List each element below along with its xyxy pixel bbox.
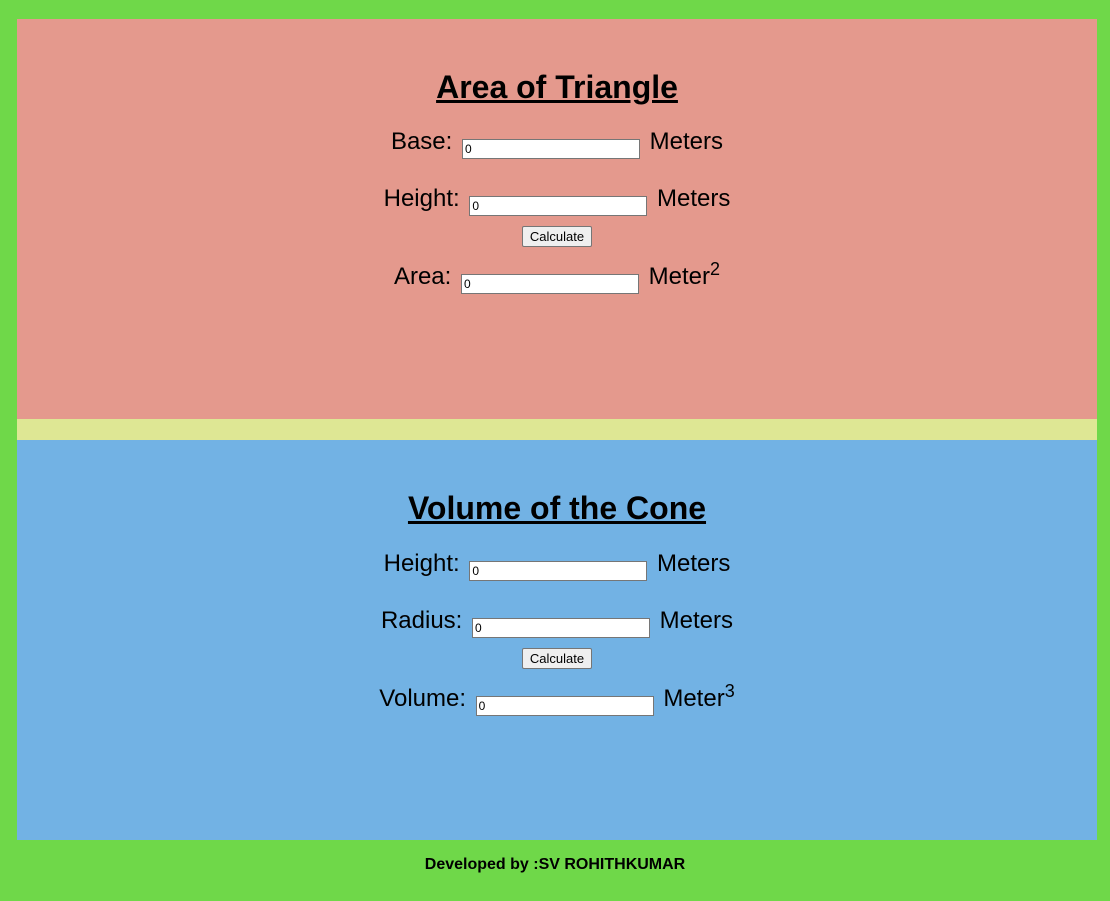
cone-height-unit: Meters — [657, 550, 731, 577]
area-output[interactable] — [461, 274, 639, 294]
cone-height-label: Height: — [383, 550, 460, 577]
volume-label: Volume: — [379, 685, 466, 712]
cone-title: Volume of the Cone — [407, 490, 707, 526]
triangle-calculate-row: Calculate — [17, 226, 1097, 247]
base-input[interactable] — [462, 139, 640, 159]
radius-row: Radius: Meters — [17, 609, 1097, 638]
area-label: Area: — [393, 263, 452, 290]
triangle-height-unit: Meters — [657, 185, 731, 212]
cone-calculate-row: Calculate — [17, 648, 1097, 669]
triangle-height-label: Height: — [383, 185, 460, 212]
cone-calculate-button[interactable]: Calculate — [521, 648, 593, 669]
cone-volume-panel: Volume of the Cone Height: Meters Radius… — [17, 440, 1097, 840]
base-row: Base: Meters — [17, 130, 1097, 159]
radius-input[interactable] — [472, 618, 650, 638]
area-row: Area: Meter2 — [17, 260, 1097, 294]
area-unit-exponent: 2 — [710, 259, 721, 279]
volume-unit: Meter3 — [663, 682, 734, 712]
volume-row: Volume: Meter3 — [17, 682, 1097, 716]
volume-unit-exponent: 3 — [724, 681, 735, 701]
area-unit-text: Meter — [648, 263, 711, 290]
triangle-height-row: Height: Meters — [17, 187, 1097, 216]
cone-height-input[interactable] — [469, 561, 648, 581]
footer-credit: Developed by :SV ROHITHKUMAR — [424, 856, 686, 873]
radius-unit: Meters — [659, 607, 734, 634]
volume-output[interactable] — [475, 696, 654, 716]
radius-label: Radius: — [380, 607, 463, 634]
cone-height-row: Height: Meters — [17, 552, 1097, 581]
triangle-area-panel: Area of Triangle Base: Meters Height: Me… — [17, 19, 1097, 419]
triangle-title: Area of Triangle — [436, 69, 678, 105]
triangle-height-input[interactable] — [469, 196, 648, 216]
base-unit: Meters — [649, 128, 724, 155]
volume-unit-text: Meter — [663, 685, 725, 712]
section-divider — [17, 419, 1097, 440]
triangle-calculate-button[interactable]: Calculate — [521, 226, 593, 247]
base-label: Base: — [390, 128, 453, 155]
area-unit: Meter2 — [648, 260, 720, 290]
